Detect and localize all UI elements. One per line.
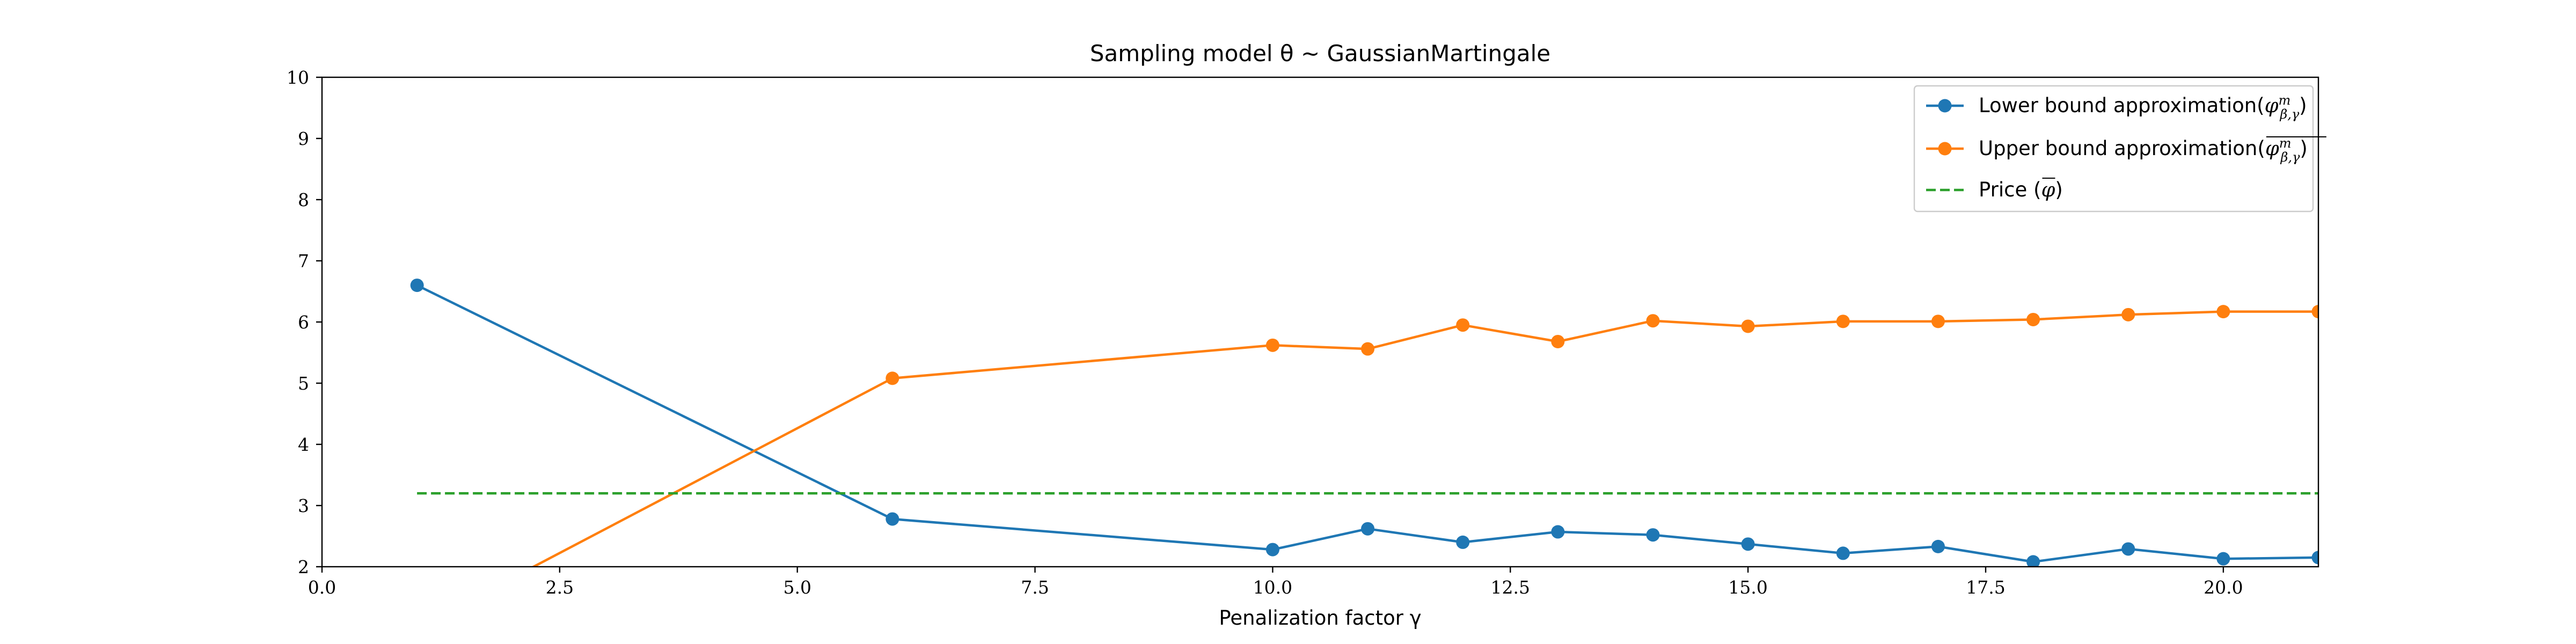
series-2-point	[1265, 338, 1279, 352]
series-2-point	[2216, 305, 2230, 319]
series-1-point	[1361, 522, 1375, 536]
y-tick-label: 2	[298, 557, 309, 577]
series-line-1	[416, 284, 2318, 564]
series-1-point	[1646, 528, 1660, 542]
legend-math-subscript: β,γ	[2279, 107, 2300, 122]
x-tick-label: 0.0	[308, 577, 336, 598]
series-1-point	[410, 279, 424, 292]
legend-math-superscript: m	[2279, 136, 2292, 151]
legend-label-2: Upper bound approximation(φm β,γ)	[1979, 136, 2308, 165]
x-tick-label: 2.5	[546, 577, 574, 598]
series-1-point	[1456, 535, 1470, 549]
y-tick-label: 3	[298, 495, 309, 516]
legend-marker-2	[1938, 142, 1952, 156]
series-layer	[410, 279, 2318, 567]
series-1-point	[1551, 525, 1565, 539]
legend-math-symbol: φ	[2041, 178, 2055, 201]
legend-math-symbol: φ	[2265, 137, 2279, 160]
y-tick-label: 10	[287, 67, 309, 88]
chart-title: Sampling model θ ∼ GaussianMartingale	[1090, 40, 1550, 67]
y-axis: 2 3 4 5 6 7 8 9 10	[287, 67, 322, 577]
x-axis-label: Penalization factor γ	[1219, 606, 1421, 630]
series-2-point	[1551, 334, 1565, 348]
legend-label-1: Lower bound approximation(φm β,γ)	[1979, 93, 2307, 122]
series-1-point	[1836, 546, 1850, 560]
series-1-point	[1931, 539, 1945, 553]
legend-frame	[1913, 85, 2314, 213]
series-1-point	[885, 512, 899, 526]
y-tick-label: 9	[298, 128, 309, 149]
legend-math-paren: )	[2300, 137, 2307, 160]
series-line-2	[531, 310, 2318, 567]
x-tick-label: 10.0	[1253, 577, 1292, 598]
y-tick-label: 4	[298, 434, 309, 455]
x-tick-label: 15.0	[1728, 577, 1767, 598]
legend-math-symbol: φ	[2265, 94, 2279, 117]
series-2-point	[885, 371, 899, 385]
series-1-point	[1265, 543, 1279, 557]
series-2-point	[1931, 314, 1945, 328]
y-tick-label: 8	[298, 189, 309, 210]
legend-math-paren: )	[2055, 178, 2062, 201]
series-2-point	[1456, 318, 1470, 332]
series-2-point	[1836, 314, 1850, 328]
series-2-point	[2311, 305, 2318, 319]
x-tick-label: 12.5	[1491, 577, 1530, 598]
x-tick-label: 17.5	[1966, 577, 2005, 598]
series-2-point	[2026, 312, 2040, 326]
series-1-point	[2216, 552, 2230, 566]
series-1-point	[2121, 542, 2135, 556]
legend: Lower bound approximation(φm β,γ)Upper bo…	[1913, 85, 2326, 213]
legend-math-subscript: β,γ	[2280, 150, 2301, 165]
series-2-point	[1361, 342, 1375, 356]
legend-label-text: Lower bound approximation(	[1979, 94, 2265, 117]
legend-label-text: Upper bound approximation(	[1979, 137, 2265, 160]
series-2-point	[1741, 319, 1755, 333]
series-1-point	[2311, 551, 2318, 565]
series-1-point	[2026, 555, 2040, 567]
series-1-point	[1741, 537, 1755, 551]
y-tick-label: 7	[298, 251, 309, 272]
legend-label-3: Price (φ)	[1979, 178, 2063, 201]
legend-math-superscript: m	[2279, 93, 2291, 108]
y-tick-label: 5	[298, 373, 309, 394]
series-2-point	[1646, 314, 1660, 328]
x-axis: 0.0 2.5 5.0 7.5 10.0 12.5 15.0 17.5 20.0	[308, 567, 2243, 598]
x-tick-label: 7.5	[1021, 577, 1049, 598]
x-tick-label: 20.0	[2204, 577, 2243, 598]
y-tick-label: 6	[298, 312, 309, 333]
legend-label-text: Price (	[1979, 178, 2041, 201]
legend-marker-1	[1938, 99, 1952, 113]
series-2-point	[2121, 308, 2135, 321]
x-tick-label: 5.0	[783, 577, 811, 598]
legend-math-paren: )	[2299, 94, 2307, 117]
